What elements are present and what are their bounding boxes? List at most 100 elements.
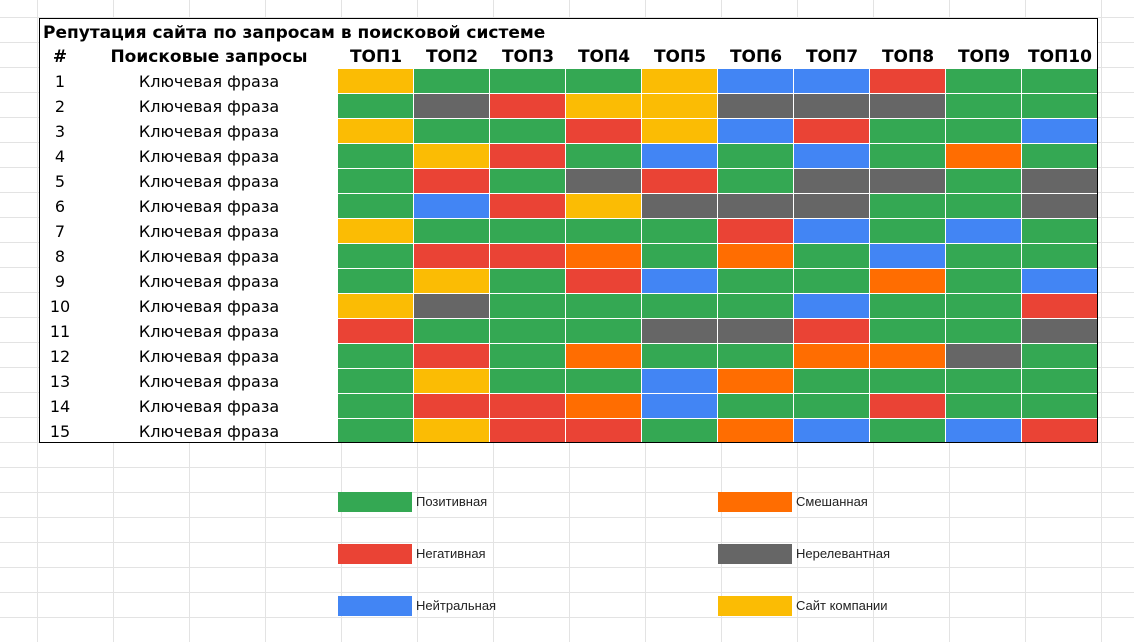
cell-negative [490, 194, 565, 218]
cell-mixed [566, 394, 641, 418]
row-query: Ключевая фраза [138, 322, 280, 341]
cell-positive [338, 269, 413, 293]
cell-negative [1022, 294, 1097, 318]
legend-swatch-mixed [718, 492, 792, 512]
cell-positive [718, 394, 793, 418]
cell-company [642, 94, 717, 118]
cell-neutral [642, 269, 717, 293]
cell-positive [1022, 144, 1097, 168]
cell-company [414, 269, 489, 293]
cell-negative [490, 144, 565, 168]
cell-positive [566, 294, 641, 318]
legend-swatch-negative [338, 544, 412, 564]
row-number: 1 [54, 72, 66, 91]
cell-positive [338, 94, 413, 118]
legend-label-negative: Негативная [416, 546, 486, 561]
table-title: Репутация сайта по запросам в поисковой … [43, 23, 546, 43]
cell-company [338, 69, 413, 93]
cell-negative [1022, 419, 1097, 442]
row-query: Ключевая фраза [138, 297, 280, 316]
cell-positive [870, 294, 945, 318]
cell-irrelevant [870, 94, 945, 118]
cell-positive [946, 169, 1021, 193]
cell-neutral [794, 294, 869, 318]
row-query: Ключевая фраза [138, 397, 280, 416]
row-query: Ключевая фраза [138, 222, 280, 241]
cell-company [642, 69, 717, 93]
cell-irrelevant [718, 94, 793, 118]
legend-swatch-irrelevant [718, 544, 792, 564]
cell-positive [490, 294, 565, 318]
cell-positive [1022, 369, 1097, 393]
cell-negative [490, 394, 565, 418]
cell-negative [338, 319, 413, 343]
row-number: 9 [54, 272, 66, 291]
cell-positive [946, 69, 1021, 93]
cell-company [566, 94, 641, 118]
cell-positive [642, 294, 717, 318]
cell-positive [718, 144, 793, 168]
row-query: Ключевая фраза [138, 372, 280, 391]
cell-irrelevant [1022, 169, 1097, 193]
cell-positive [870, 194, 945, 218]
cell-negative [414, 344, 489, 368]
cell-positive [490, 219, 565, 243]
cell-positive [794, 269, 869, 293]
cell-negative [490, 94, 565, 118]
legend-label-positive: Позитивная [416, 494, 488, 509]
cell-positive [642, 344, 717, 368]
row-number: 15 [49, 422, 71, 441]
cell-negative [794, 119, 869, 143]
header-top5: ТОП5 [653, 47, 707, 67]
legend-swatch-company [718, 596, 792, 616]
header-top10: ТОП10 [1028, 47, 1092, 67]
cell-mixed [718, 369, 793, 393]
row-number: 6 [54, 197, 66, 216]
header-top8: ТОП8 [881, 47, 935, 67]
cell-company [566, 194, 641, 218]
cell-positive [338, 344, 413, 368]
row-query: Ключевая фраза [138, 347, 280, 366]
row-query: Ключевая фраза [138, 147, 280, 166]
cell-negative [414, 169, 489, 193]
cell-negative [566, 119, 641, 143]
cell-irrelevant [718, 319, 793, 343]
cell-positive [490, 119, 565, 143]
cell-irrelevant [794, 194, 869, 218]
row-query: Ключевая фраза [138, 422, 280, 441]
cell-irrelevant [946, 344, 1021, 368]
cell-mixed [870, 344, 945, 368]
cell-neutral [794, 419, 869, 442]
cell-positive [946, 294, 1021, 318]
cell-irrelevant [794, 169, 869, 193]
cell-negative [870, 394, 945, 418]
cell-neutral [718, 119, 793, 143]
cell-negative [414, 394, 489, 418]
cell-company [414, 144, 489, 168]
cell-irrelevant [718, 194, 793, 218]
cell-company [338, 119, 413, 143]
cell-company [414, 369, 489, 393]
cell-negative [794, 319, 869, 343]
cell-positive [870, 119, 945, 143]
cell-neutral [794, 219, 869, 243]
header-top9: ТОП9 [957, 47, 1011, 67]
cell-irrelevant [1022, 319, 1097, 343]
cell-positive [870, 369, 945, 393]
cell-positive [946, 369, 1021, 393]
cell-positive [490, 319, 565, 343]
cell-positive [1022, 69, 1097, 93]
cell-negative [566, 419, 641, 442]
cell-positive [642, 244, 717, 268]
cell-neutral [642, 394, 717, 418]
row-query: Ключевая фраза [138, 247, 280, 266]
cell-irrelevant [642, 194, 717, 218]
header-num: # [52, 47, 68, 67]
cell-negative [870, 69, 945, 93]
row-number: 5 [54, 172, 66, 191]
row-query: Ключевая фраза [138, 172, 280, 191]
cell-positive [566, 144, 641, 168]
cell-neutral [946, 219, 1021, 243]
cell-mixed [946, 144, 1021, 168]
cell-positive [946, 194, 1021, 218]
